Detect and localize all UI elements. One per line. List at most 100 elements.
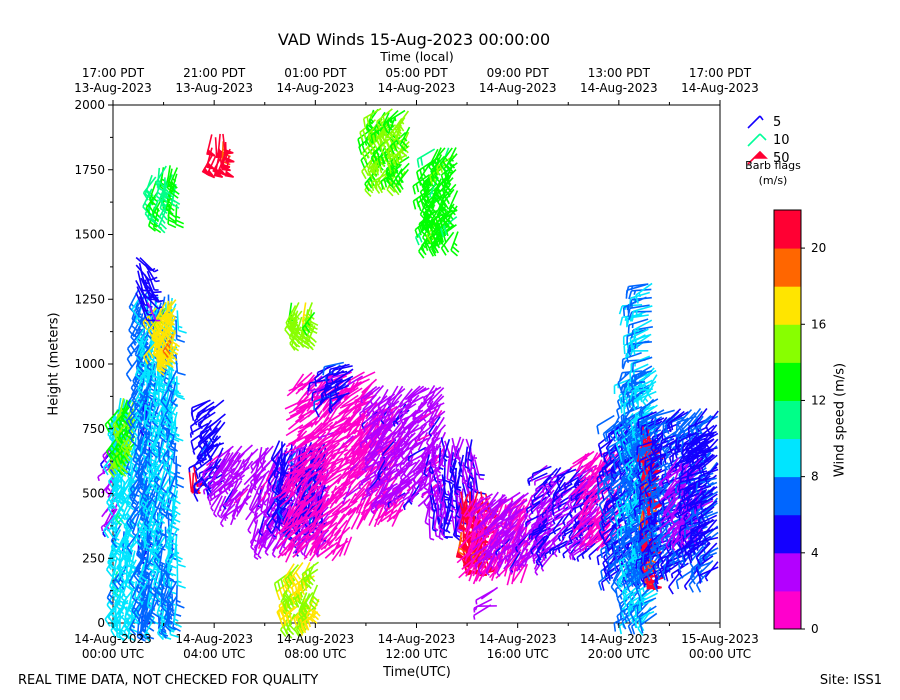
wind-barb <box>146 302 161 322</box>
wind-barb <box>243 483 254 506</box>
colorbar-tick-label: 20 <box>811 241 826 255</box>
wind-barb <box>151 403 161 429</box>
wind-barb <box>163 449 177 475</box>
wind-barb <box>343 536 353 556</box>
wind-barb <box>142 176 157 201</box>
top-tick-time: 17:00 PDT <box>689 66 752 80</box>
site-label: Site: ISS1 <box>819 673 882 688</box>
wind-barb <box>189 413 208 435</box>
wind-barb <box>255 447 270 468</box>
wind-barb <box>155 165 167 191</box>
top-tick-date: 13-Aug-2023 <box>175 81 253 95</box>
wind-barb <box>172 442 182 468</box>
wind-barb <box>226 490 242 507</box>
wind-barb <box>175 544 186 568</box>
wind-barb <box>356 371 376 382</box>
wind-barb <box>165 189 175 215</box>
wind-barb <box>191 399 211 417</box>
x-tick-date: 15-Aug-2023 <box>681 632 759 646</box>
wind-barb <box>157 478 170 503</box>
wind-barb <box>109 484 122 510</box>
x-tick-date: 14-Aug-2023 <box>378 632 456 646</box>
wind-barb <box>151 428 163 454</box>
y-tick-label: 1500 <box>74 228 105 242</box>
wind-barb <box>166 529 178 555</box>
wind-barb <box>170 505 180 531</box>
wind-barb <box>147 571 157 597</box>
legend-entry <box>747 133 767 147</box>
wind-barb <box>224 155 235 178</box>
legend-entry <box>747 115 764 129</box>
wind-barb <box>104 409 120 433</box>
wind-barb <box>175 455 185 480</box>
wind-barb <box>136 580 149 605</box>
wind-barb <box>217 467 227 487</box>
wind-barb <box>174 535 183 561</box>
wind-barb <box>165 476 175 502</box>
wind-cluster <box>188 399 226 502</box>
colorbar-tick-label: 0 <box>811 622 819 636</box>
wind-barb <box>236 494 252 514</box>
wind-barb <box>242 448 259 468</box>
wind-barb <box>118 494 130 520</box>
wind-barb <box>118 420 133 444</box>
wind-barb <box>121 587 136 612</box>
y-axis-label: Height (meters) <box>46 312 62 416</box>
x-tick-time: 08:00 UTC <box>284 647 346 661</box>
wind-barb <box>162 580 171 606</box>
wind-barb <box>211 421 226 443</box>
wind-barb <box>138 296 153 316</box>
wind-barb <box>114 537 124 563</box>
x-tick-time: 12:00 UTC <box>385 647 447 661</box>
x-tick-date: 14-Aug-2023 <box>580 632 658 646</box>
wind-barb <box>124 599 136 625</box>
wind-barb <box>218 475 234 495</box>
wind-barb <box>197 411 216 428</box>
top-tick-time: 17:00 PDT <box>82 66 145 80</box>
wind-cluster <box>618 282 653 407</box>
wind-barb <box>221 452 234 474</box>
colorbar-segment <box>774 438 801 478</box>
wind-barb <box>169 381 179 408</box>
wind-barb <box>239 460 254 481</box>
wind-barb <box>176 310 187 334</box>
top-tick-time: 05:00 PDT <box>385 66 448 80</box>
wind-barb <box>168 167 179 193</box>
x-tick-time: 04:00 UTC <box>183 647 245 661</box>
wind-barb <box>253 470 270 489</box>
wind-barb <box>152 498 163 525</box>
wind-barb <box>129 506 144 531</box>
wind-barb <box>212 495 223 518</box>
legend-label: 10 <box>773 133 790 148</box>
colorbar-tick-label: 16 <box>811 317 826 331</box>
wind-barb <box>143 293 163 310</box>
wind-barb <box>197 470 215 489</box>
wind-barb <box>157 370 170 396</box>
wind-barb <box>175 584 185 609</box>
top-tick-date: 14-Aug-2023 <box>580 81 658 95</box>
wind-barb <box>229 480 243 498</box>
wind-cluster <box>142 165 185 234</box>
wind-cluster <box>132 294 187 643</box>
quality-disclaimer: REAL TIME DATA, NOT CHECKED FOR QUALITY <box>18 673 319 688</box>
top-tick-date: 14-Aug-2023 <box>378 81 456 95</box>
wind-barb <box>196 401 215 418</box>
wind-barb <box>207 399 225 417</box>
wind-barb <box>139 257 159 273</box>
x-tick-date: 14-Aug-2023 <box>175 632 253 646</box>
wind-barbs-layer <box>97 107 719 643</box>
wind-cluster <box>135 256 164 322</box>
top-tick-date: 13-Aug-2023 <box>74 81 152 95</box>
y-tick-label: 0 <box>97 616 105 630</box>
x-tick-date: 14-Aug-2023 <box>74 632 152 646</box>
wind-barb <box>152 375 163 401</box>
top-tick-date: 14-Aug-2023 <box>681 81 759 95</box>
top-tick-time: 13:00 PDT <box>588 66 651 80</box>
wind-barb <box>130 421 140 447</box>
wind-barb <box>120 442 135 467</box>
wind-barb <box>209 413 226 432</box>
wind-barb <box>234 484 250 504</box>
wind-barb <box>160 383 173 409</box>
colorbar-segment <box>774 514 801 554</box>
wind-barb <box>225 451 239 472</box>
